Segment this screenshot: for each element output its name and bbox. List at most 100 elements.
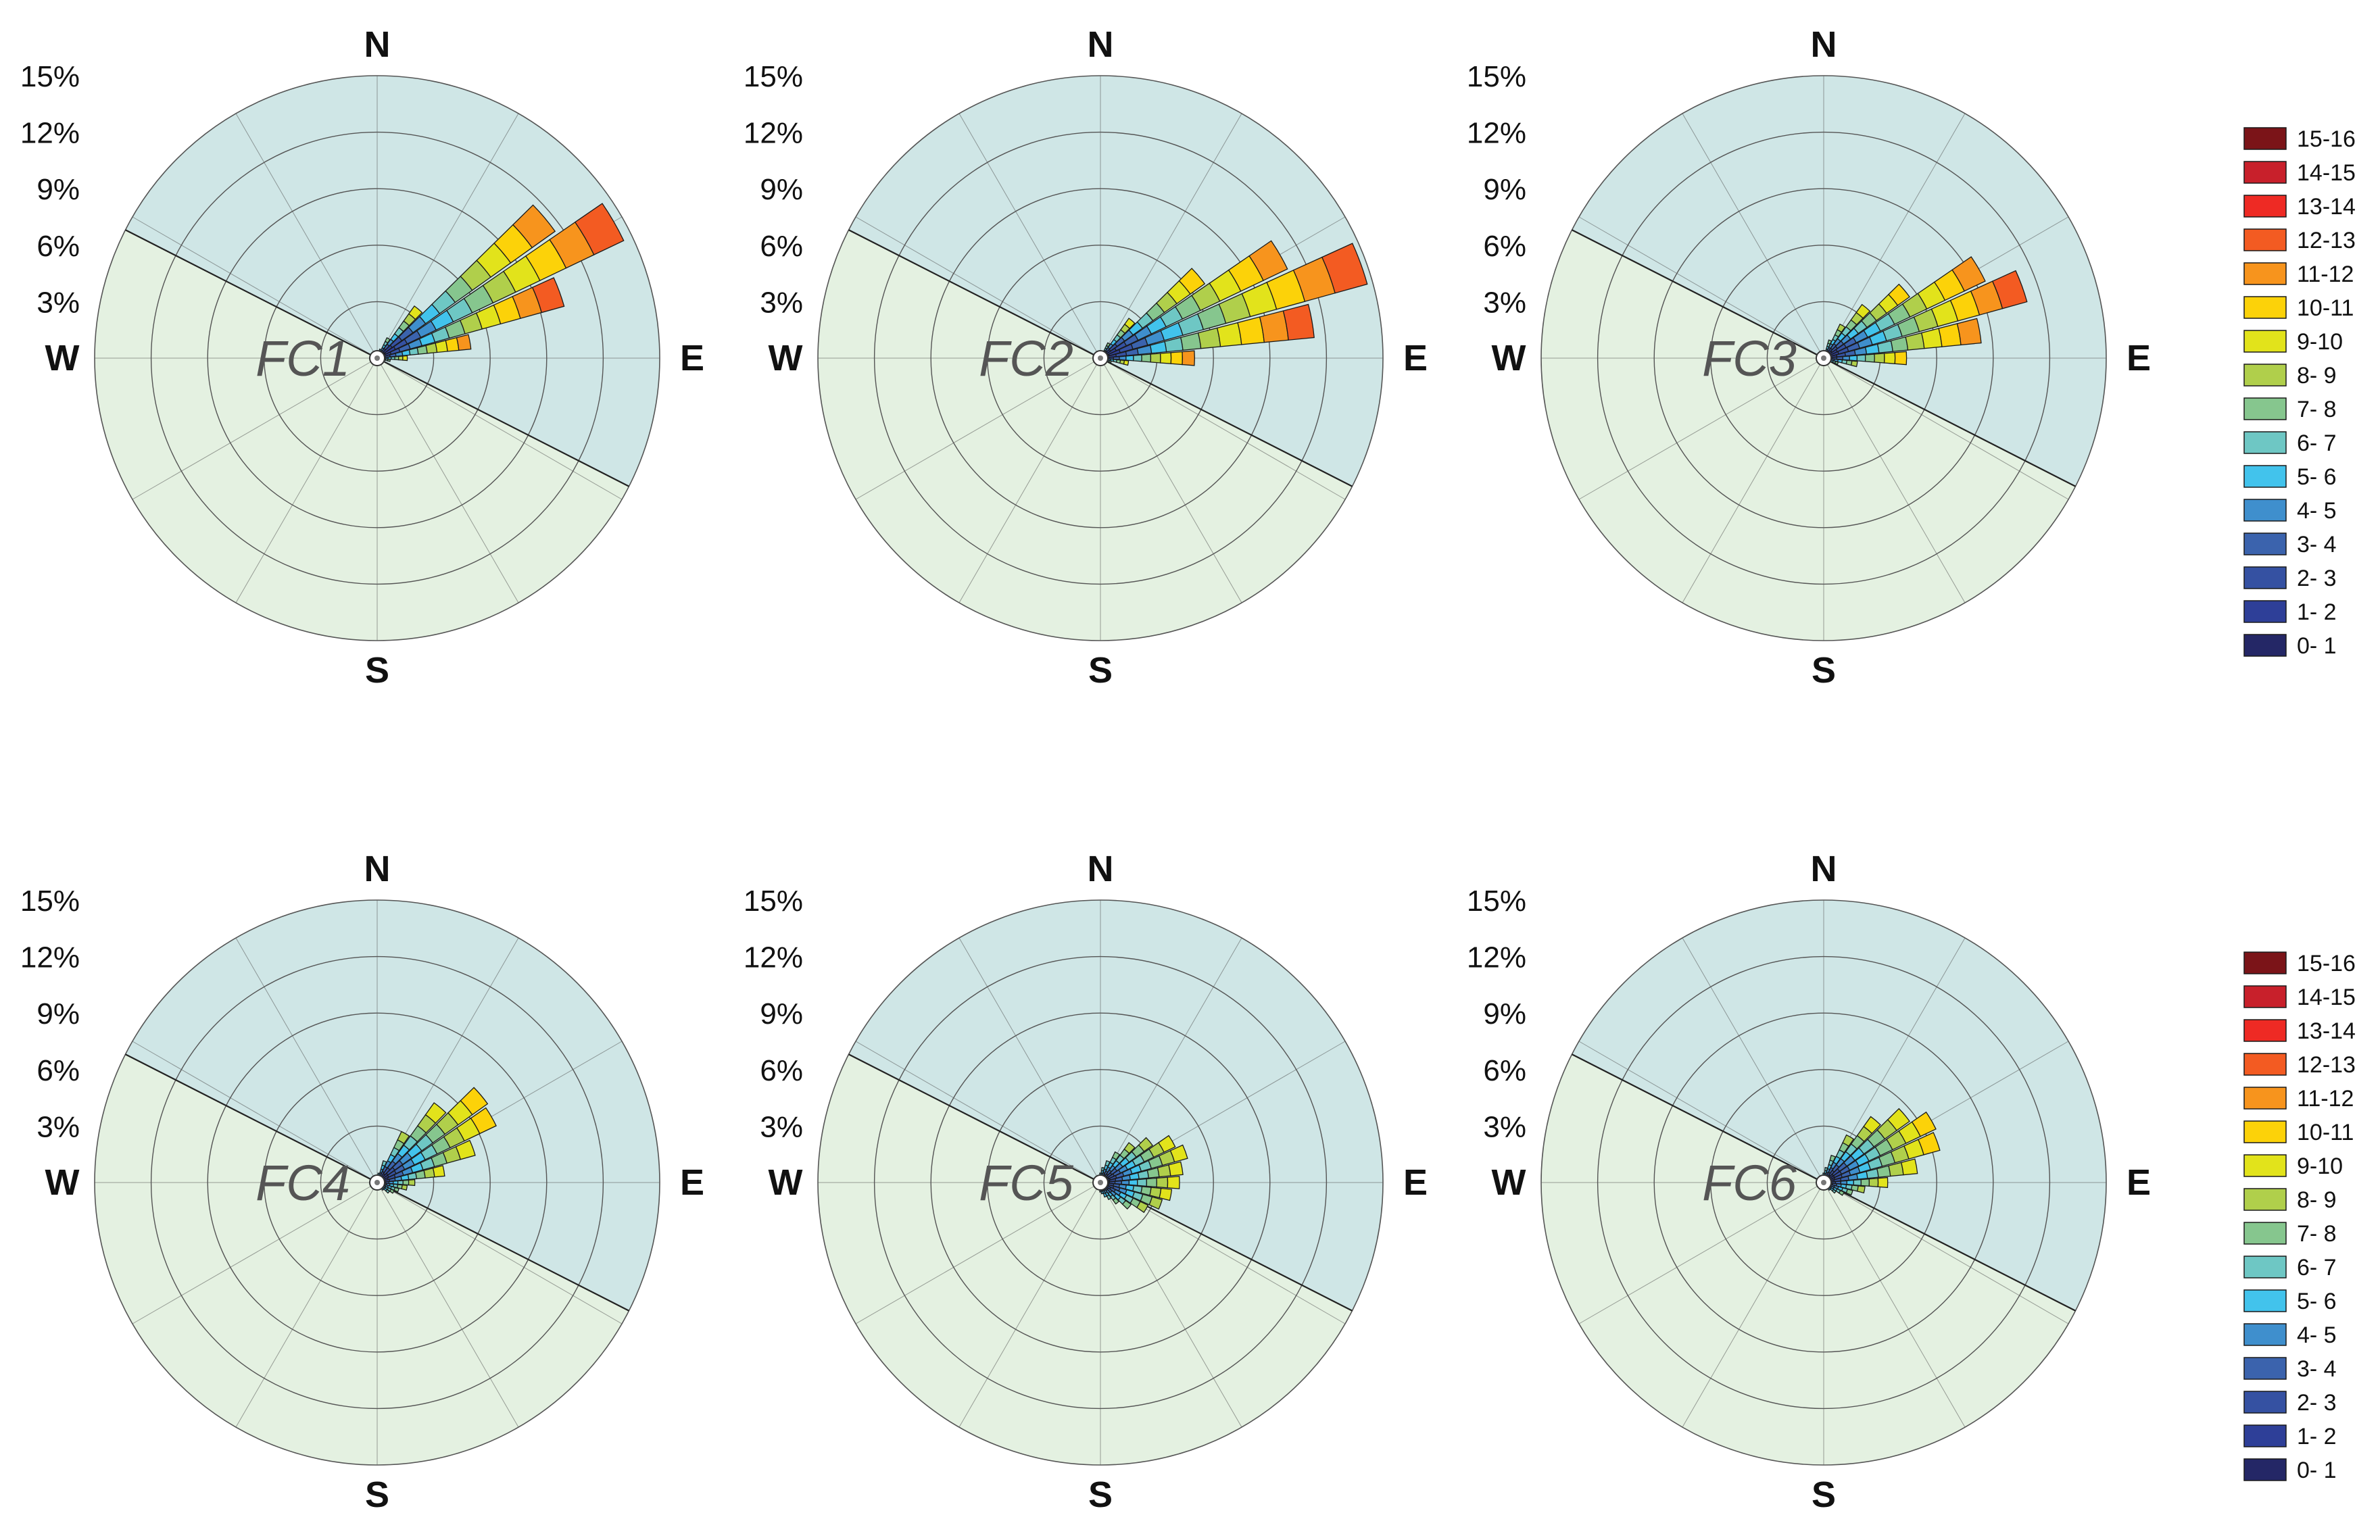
grid-ring — [873, 955, 1328, 1410]
radial-tick-label: 6% — [1483, 230, 1526, 263]
spoke-line — [855, 216, 1101, 359]
wind-bar-segment-7-8 — [1864, 353, 1875, 363]
legend-swatch — [2243, 634, 2287, 657]
legend-label: 14-15 — [2297, 985, 2356, 1010]
wind-bar-segment-7-8 — [1111, 1151, 1121, 1160]
wind-sector-90 — [1823, 351, 1908, 366]
wind-bar-segment-5-6 — [1846, 1179, 1854, 1186]
spoke-line — [235, 937, 378, 1183]
wind-bar-segment-8-9 — [1136, 1201, 1149, 1214]
wind-sector-60 — [1100, 240, 1288, 359]
spoke-line — [377, 357, 623, 500]
wind-bar-segment-7-8 — [394, 355, 399, 361]
wind-bar-segment-9-10 — [424, 1102, 447, 1124]
radial-tick-label: 9% — [760, 997, 803, 1030]
direction-label-s: S — [1088, 650, 1113, 691]
wind-sector-40 — [1100, 318, 1136, 359]
spoke-line — [1823, 1182, 2069, 1324]
spoke-line — [1100, 1182, 1242, 1428]
wind-bar-segment-8-9 — [401, 1184, 408, 1191]
grid-ring — [320, 301, 435, 416]
wind-bar-segment-8-9 — [1868, 1177, 1879, 1188]
spoke-line — [1578, 1041, 1824, 1183]
grid-ring — [207, 188, 548, 528]
grid-ring — [1597, 955, 2051, 1410]
spoke-line — [132, 357, 378, 500]
wind-bar-segment-10-11 — [460, 1087, 489, 1116]
spoke-line — [1823, 113, 1966, 359]
wind-bar-segment-7-8 — [402, 1179, 410, 1186]
spoke-line — [377, 1182, 623, 1324]
wind-rose-panel-fc5: N E S W 3% 6% 9% 12% 15% FC5 — [744, 849, 1428, 1515]
panel-title: FC6 — [1702, 1155, 1797, 1211]
center-dot — [374, 1180, 380, 1185]
radial-tick-label: 15% — [20, 885, 80, 918]
wind-rose-panel-fc3: N E S W 3% 6% 9% 12% 15% FC3 — [1467, 24, 2151, 691]
wind-sector-40 — [377, 1102, 447, 1183]
grid-ring — [1540, 899, 2107, 1466]
radial-tick-label: 15% — [20, 60, 80, 93]
legend-label: 8- 9 — [2297, 363, 2337, 389]
spoke-line — [958, 357, 1101, 603]
wind-bar-segment-7-8 — [1146, 1177, 1157, 1188]
wind-bar-segment-12-13 — [574, 203, 625, 255]
radial-tick-label: 9% — [1483, 997, 1526, 1030]
wind-bar-segment-7-8 — [1834, 361, 1839, 366]
wind-bar-segment-8-9 — [1123, 1142, 1136, 1154]
wind-bar-segment-4-5 — [1840, 1180, 1847, 1185]
direction-label-s: S — [1812, 1474, 1836, 1515]
legend-label: 10-11 — [2297, 295, 2354, 321]
direction-label-s: S — [365, 1474, 389, 1515]
wind-bar-segment-11-12 — [1182, 350, 1195, 366]
direction-label-n: N — [364, 849, 391, 889]
radial-tick-label: 3% — [37, 286, 80, 319]
spoke-line — [1100, 937, 1242, 1183]
wind-bar-segment-10-11 — [1911, 1111, 1937, 1137]
wind-bar-segment-7-8 — [1121, 1199, 1132, 1210]
radial-tick-label: 12% — [744, 941, 803, 974]
wind-bar-segment-11-12 — [1248, 240, 1288, 281]
legend-swatch — [2243, 1120, 2287, 1143]
wind-bar-segment-10-11 — [1887, 283, 1910, 306]
wind-bar-segment-10-11 — [1917, 1132, 1941, 1156]
spoke-line — [377, 1182, 519, 1428]
grid-ring — [930, 188, 1271, 528]
wind-sector-110 — [1100, 1182, 1163, 1210]
wind-bar-segment-9-10 — [1168, 1161, 1184, 1176]
grid-ring — [873, 131, 1328, 585]
spoke-line — [1578, 357, 1824, 500]
wind-bar-segment-7-8 — [384, 337, 391, 344]
legend-label: 9-10 — [2297, 329, 2343, 355]
spoke-line — [1682, 937, 1824, 1183]
legend-label: 4- 5 — [2297, 1322, 2337, 1348]
spoke-line — [1823, 1182, 1966, 1428]
wind-bar-segment-8-9 — [397, 355, 404, 361]
direction-label-e: E — [2127, 1162, 2151, 1203]
legend-label: 13-14 — [2297, 194, 2356, 220]
wind-bar-segment-4-5 — [1121, 1179, 1130, 1186]
legend-label: 11-12 — [2297, 262, 2354, 287]
wind-bar-segment-12-13 — [531, 277, 565, 314]
grid-ring — [94, 75, 660, 641]
spoke-line — [855, 1041, 1101, 1183]
wind-rose-panel-fc2: N E S W 3% 6% 9% 12% 15% FC2 — [744, 24, 1428, 691]
grid-ring — [94, 899, 660, 1466]
wind-sector-60 — [1823, 256, 1986, 359]
wind-bar-segment-5-6 — [1849, 355, 1858, 362]
direction-label-n: N — [1088, 849, 1114, 889]
wind-bar-segment-9-10 — [1159, 352, 1172, 364]
direction-label-w: W — [1492, 1162, 1526, 1203]
direction-label-e: E — [1403, 1162, 1428, 1203]
radial-tick-label: 3% — [37, 1110, 80, 1143]
wind-bar-segment-5-6 — [1128, 1179, 1138, 1186]
legend-label: 6- 7 — [2297, 1255, 2337, 1281]
legend-label: 9-10 — [2297, 1153, 2343, 1179]
radial-tick-label: 6% — [37, 1054, 80, 1087]
spoke-line — [855, 357, 1101, 500]
wind-bar-segment-4-5 — [1842, 355, 1850, 361]
center-dot — [1821, 355, 1826, 361]
wind-bar-segment-11-12 — [1951, 256, 1986, 292]
legend-swatch — [2243, 262, 2287, 285]
legend-swatch — [2243, 985, 2287, 1008]
legend-swatch — [2243, 465, 2287, 488]
